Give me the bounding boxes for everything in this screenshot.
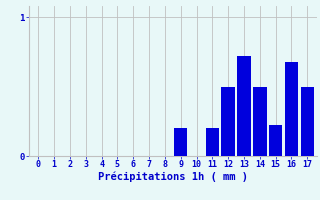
Bar [300,87,314,156]
Bar [221,87,235,156]
Bar [285,62,298,156]
Bar [174,128,188,156]
Bar [206,128,219,156]
X-axis label: Précipitations 1h ( mm ): Précipitations 1h ( mm ) [98,172,248,182]
Bar [237,56,251,156]
Bar [253,87,267,156]
Bar [269,125,282,156]
